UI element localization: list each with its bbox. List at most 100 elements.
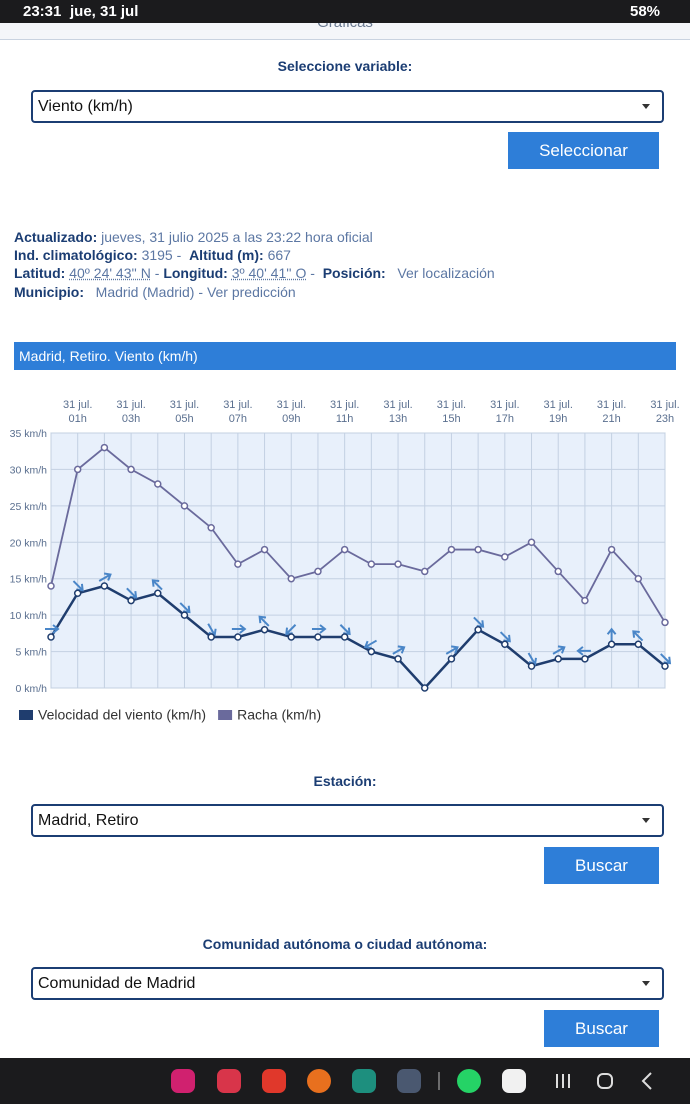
data-point [234, 560, 242, 568]
app-icon[interactable] [171, 1069, 195, 1093]
data-point [154, 589, 162, 598]
data-point [394, 560, 402, 568]
wind-arrow-shaft [339, 624, 350, 634]
wind-arrow-shaft [179, 602, 190, 613]
legend-label: Racha (km/h) [237, 707, 321, 723]
wind-arrow [552, 645, 566, 655]
data-point [420, 684, 429, 692]
data-point [607, 545, 616, 554]
wind-arrow-head [606, 627, 617, 635]
app-icon[interactable] [457, 1069, 481, 1093]
info-value: 3195 [141, 247, 173, 263]
variable-select[interactable]: Viento (km/h) [31, 90, 664, 123]
status-bar: 23:31 jue, 31 jul 58% [0, 0, 690, 23]
variable-label: Seleccione variable: [277, 58, 413, 74]
wind-arrow-head [363, 640, 372, 650]
data-point [100, 582, 109, 590]
position-link[interactable]: Ver localización [397, 265, 495, 281]
station-select[interactable]: Madrid, Retiro [31, 804, 664, 837]
wind-arrow-shaft [445, 646, 458, 655]
app-icon[interactable] [352, 1069, 376, 1093]
wind-arrow-head [239, 624, 247, 634]
wind-arrow-head [557, 645, 566, 654]
wind-arrow [231, 624, 247, 634]
data-point [73, 589, 82, 598]
data-point [420, 567, 429, 576]
data-point [367, 560, 376, 568]
data-point [634, 574, 643, 583]
data-point [260, 545, 269, 554]
app-icon[interactable] [262, 1069, 286, 1093]
wind-arrow-head [151, 579, 160, 587]
info-coords: Latitud: 40º 24' 43'' N - Longitud: 3º 4… [14, 265, 495, 281]
wind-arrow [311, 624, 327, 634]
header-title: Gráficas [0, 23, 690, 31]
wind-arrow [151, 579, 163, 591]
wind-arrow [258, 615, 270, 627]
wind-arrow [632, 630, 644, 642]
data-point [474, 625, 482, 634]
data-point [287, 633, 296, 641]
data-point [581, 655, 589, 663]
status-time: 23:31 [23, 3, 62, 20]
station-search-button[interactable]: Buscar [544, 847, 659, 884]
wind-arrow [45, 624, 60, 634]
x-tick-label: 31 jul. 19h [544, 399, 573, 425]
data-point [527, 538, 536, 547]
community-search-button[interactable]: Buscar [544, 1010, 659, 1047]
info-value: 40º 24' 43'' N [69, 265, 151, 281]
wind-arrow [98, 572, 112, 582]
info-label: Posición: [322, 265, 386, 281]
legend-swatch [19, 710, 33, 720]
wind-arrow-shaft [152, 580, 163, 591]
data-point [501, 553, 509, 561]
system-buttons[interactable] [556, 1072, 652, 1090]
data-point [180, 611, 189, 619]
data-point [367, 647, 376, 656]
data-point [394, 655, 402, 663]
wind-arrow [392, 645, 406, 655]
info-value: 667 [267, 247, 291, 263]
app-icon[interactable] [397, 1069, 421, 1093]
x-tick-label: 31 jul. 07h [223, 399, 252, 425]
data-point [527, 662, 536, 670]
wind-arrow-head [258, 615, 267, 624]
data-point [607, 640, 616, 649]
info-label: Municipio: [14, 284, 84, 300]
x-tick-label: 31 jul. 13h [383, 399, 412, 425]
x-tick-label: 31 jul. 09h [277, 399, 306, 425]
legend-swatch [218, 710, 233, 720]
wind-arrow-shaft [392, 646, 404, 655]
app-icon[interactable] [217, 1069, 241, 1093]
x-tick-label: 31 jul. 01h [63, 399, 92, 425]
wind-arrow [576, 646, 591, 656]
app-icon[interactable] [307, 1069, 331, 1093]
info-label: Longitud: [163, 265, 228, 281]
series-line [50, 446, 666, 623]
header: Gráficas [0, 23, 690, 40]
data-point [661, 662, 669, 670]
data-point [260, 625, 269, 634]
wind-arrow [606, 627, 617, 643]
data-point [207, 523, 215, 532]
nav-bar [0, 1058, 690, 1104]
status-date: jue, 31 jul [70, 3, 139, 20]
data-point [340, 633, 349, 641]
wind-arrow-head [451, 645, 459, 654]
x-tick-label: 31 jul. 23h [650, 399, 679, 425]
wind-arrow-shaft [660, 653, 670, 664]
y-tick-label: 20 km/h [10, 537, 48, 549]
data-point [661, 618, 669, 627]
select-button[interactable]: Seleccionar [508, 132, 659, 169]
data-point [207, 633, 215, 641]
info-value: Madrid (Madrid) [95, 284, 195, 300]
community-select[interactable]: Comunidad de Madrid [31, 967, 664, 1000]
app-icon[interactable] [502, 1069, 526, 1093]
x-tick-label: 31 jul. 15h [437, 399, 466, 425]
wind-arrow [445, 645, 459, 655]
forecast-link[interactable]: Ver predicción [206, 284, 296, 300]
wind-arrow-shaft [552, 646, 564, 655]
status-battery: 58% [630, 3, 661, 20]
y-tick-label: 0 km/h [15, 683, 47, 695]
x-tick-label: 31 jul. 17h [490, 399, 519, 425]
